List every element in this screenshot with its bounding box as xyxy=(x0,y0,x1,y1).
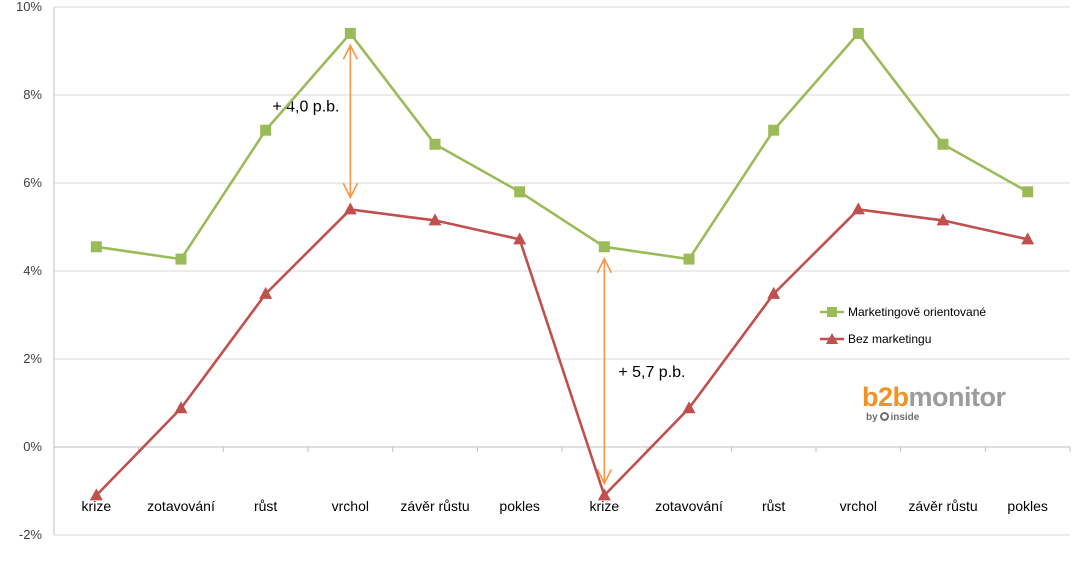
series-1-marker xyxy=(768,124,780,136)
x-category-label: pokles xyxy=(499,498,539,514)
logo-wordmark: b2bmonitor xyxy=(862,382,1032,412)
series-2-marker xyxy=(767,286,781,299)
series-1-marker xyxy=(683,253,695,265)
series-2-marker xyxy=(513,232,527,245)
annotation-arrowhead xyxy=(342,43,359,60)
x-category-label: krize xyxy=(82,498,112,514)
logo-byline-prefix: by xyxy=(866,412,878,423)
series-1-marker xyxy=(1022,186,1034,198)
y-tick-label: 0% xyxy=(23,439,42,454)
y-tick-label: 10% xyxy=(16,0,42,14)
x-category-label: růst xyxy=(762,498,785,514)
logo-byline-name: inside xyxy=(890,412,920,423)
legend-label: Marketingově orientované xyxy=(848,305,986,319)
x-category-label: krize xyxy=(590,498,620,514)
series-2-marker xyxy=(851,202,865,215)
y-tick-label: 2% xyxy=(23,351,42,366)
annotation-arrow xyxy=(596,257,613,486)
series-2-marker xyxy=(343,202,357,215)
annotation-arrowhead xyxy=(342,183,359,200)
series-2-marker xyxy=(1021,232,1035,245)
legend-item: Bez marketingu xyxy=(820,332,931,346)
y-tick-label: 8% xyxy=(23,87,42,102)
series-1-marker xyxy=(90,241,102,253)
annotation-arrow xyxy=(342,43,359,200)
y-tick-label: 6% xyxy=(23,175,42,190)
series-2-marker xyxy=(259,286,273,299)
logo-brand-suffix: monitor xyxy=(908,382,1007,412)
inside-logo-icon xyxy=(880,412,890,421)
logo-byline: by inside xyxy=(866,412,1032,423)
series-line-1 xyxy=(96,32,1029,261)
series-1-marker xyxy=(344,27,356,39)
x-category-label: závěr růstu xyxy=(908,498,977,514)
series-1-marker xyxy=(937,138,949,150)
series-1-marker xyxy=(429,138,441,150)
y-tick-label: 4% xyxy=(23,263,42,278)
series-2-marker xyxy=(597,488,611,501)
x-category-label: zotavování xyxy=(655,498,723,514)
x-category-label: zotavování xyxy=(147,498,215,514)
x-category-label: závěr růstu xyxy=(400,498,469,514)
logo-brand-prefix: b2b xyxy=(862,382,909,412)
legend-item: Marketingově orientované xyxy=(820,305,986,319)
x-category-label: vrchol xyxy=(840,498,877,514)
series-2-marker xyxy=(682,401,696,414)
series-1-marker xyxy=(260,124,272,136)
legend-square-marker xyxy=(827,307,837,317)
series-1-marker xyxy=(514,186,526,198)
series-2-marker xyxy=(936,213,950,226)
y-tick-label: -2% xyxy=(19,527,43,542)
b2bmonitor-logo: b2bmonitor by inside xyxy=(862,382,1032,432)
annotation-label: + 5,7 p.b. xyxy=(618,364,685,381)
legend-label: Bez marketingu xyxy=(848,332,931,346)
series-2-marker xyxy=(428,213,442,226)
series-1-marker xyxy=(852,27,864,39)
x-category-label: růst xyxy=(254,498,277,514)
series-line-2 xyxy=(95,208,1028,497)
series-2-marker xyxy=(174,401,188,414)
x-category-label: vrchol xyxy=(332,498,369,514)
x-category-label: pokles xyxy=(1007,498,1047,514)
annotation-arrowhead xyxy=(596,257,613,274)
series-2-marker xyxy=(89,488,103,501)
legend-triangle-marker xyxy=(826,333,838,344)
annotation-arrowhead xyxy=(596,469,613,486)
series-1-marker xyxy=(598,241,610,253)
series-1-marker xyxy=(175,253,187,265)
